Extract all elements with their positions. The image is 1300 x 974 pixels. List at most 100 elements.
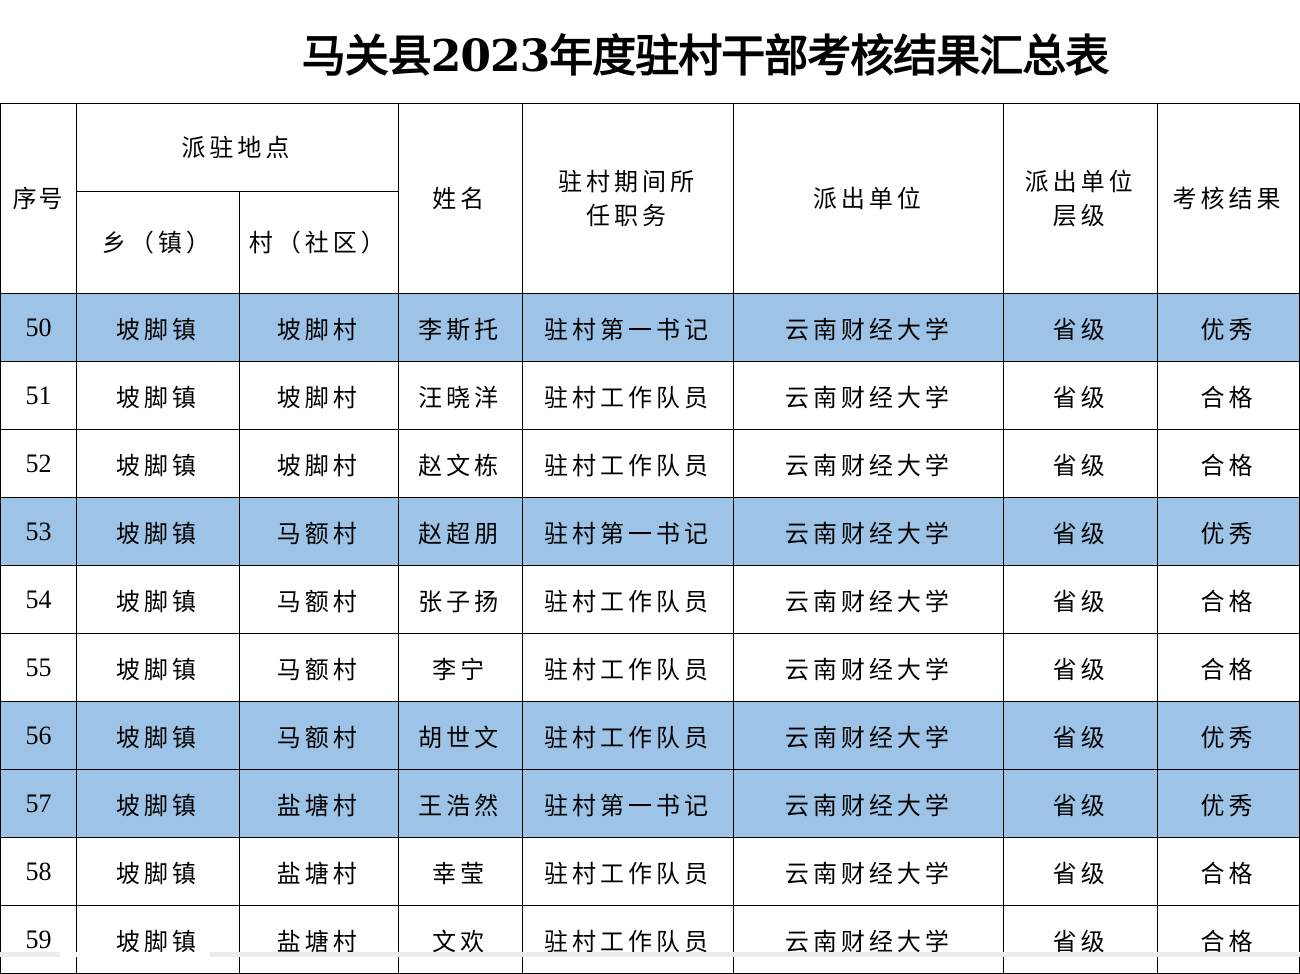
cell-village[interactable]: 盐塘村 xyxy=(238,769,399,838)
cell-result[interactable]: 合格 xyxy=(1157,429,1300,498)
table-row: 57 坡脚镇 盐塘村 王浩然 驻村第一书记 云南财经大学 省级 优秀 xyxy=(0,769,1300,838)
cell-seq[interactable]: 55 xyxy=(0,633,77,702)
cell-town[interactable]: 坡脚镇 xyxy=(75,769,240,838)
cell-town[interactable]: 坡脚镇 xyxy=(75,837,240,906)
cell-position[interactable]: 驻村第一书记 xyxy=(521,293,735,362)
cell-seq[interactable]: 54 xyxy=(0,565,77,634)
cell-village[interactable]: 马额村 xyxy=(238,701,399,770)
cell-town[interactable]: 坡脚镇 xyxy=(75,497,240,566)
cell-seq[interactable]: 50 xyxy=(0,293,77,362)
cell-name[interactable]: 张子扬 xyxy=(397,565,523,634)
cell-result[interactable]: 优秀 xyxy=(1157,701,1300,770)
cell-position[interactable]: 驻村工作队员 xyxy=(521,701,735,770)
cell-village[interactable]: 坡脚村 xyxy=(238,429,399,498)
cell-position[interactable]: 驻村工作队员 xyxy=(521,905,735,974)
table-row: 56 坡脚镇 马额村 胡世文 驻村工作队员 云南财经大学 省级 优秀 xyxy=(0,701,1300,770)
cell-position[interactable]: 驻村工作队员 xyxy=(521,361,735,430)
cell-name[interactable]: 李斯托 xyxy=(397,293,523,362)
cell-unit[interactable]: 云南财经大学 xyxy=(733,905,1005,974)
cell-unit[interactable]: 云南财经大学 xyxy=(733,429,1005,498)
header-result: 考核结果 xyxy=(1157,103,1300,294)
cell-unit[interactable]: 云南财经大学 xyxy=(733,837,1005,906)
cell-name[interactable]: 汪晓洋 xyxy=(397,361,523,430)
cell-level[interactable]: 省级 xyxy=(1003,497,1159,566)
cell-position[interactable]: 驻村第一书记 xyxy=(521,497,735,566)
cell-position[interactable]: 驻村工作队员 xyxy=(521,565,735,634)
sheet-tab-bar xyxy=(0,952,1300,957)
cell-level[interactable]: 省级 xyxy=(1003,429,1159,498)
header-unit: 派出单位 xyxy=(733,103,1005,294)
cell-unit[interactable]: 云南财经大学 xyxy=(733,293,1005,362)
cell-village[interactable]: 盐塘村 xyxy=(238,837,399,906)
cell-name[interactable]: 王浩然 xyxy=(397,769,523,838)
cell-name[interactable]: 赵超朋 xyxy=(397,497,523,566)
cell-result[interactable]: 合格 xyxy=(1157,633,1300,702)
cell-town[interactable]: 坡脚镇 xyxy=(75,429,240,498)
cell-village[interactable]: 坡脚村 xyxy=(238,293,399,362)
cell-unit[interactable]: 云南财经大学 xyxy=(733,497,1005,566)
cell-name[interactable]: 文欢 xyxy=(397,905,523,974)
cell-unit[interactable]: 云南财经大学 xyxy=(733,565,1005,634)
cell-name[interactable]: 幸莹 xyxy=(397,837,523,906)
cell-seq[interactable]: 59 xyxy=(0,905,77,974)
cell-level[interactable]: 省级 xyxy=(1003,565,1159,634)
table-row: 52 坡脚镇 坡脚村 赵文栋 驻村工作队员 云南财经大学 省级 合格 xyxy=(0,429,1300,498)
cell-name[interactable]: 李宁 xyxy=(397,633,523,702)
cell-seq[interactable]: 53 xyxy=(0,497,77,566)
cell-level[interactable]: 省级 xyxy=(1003,293,1159,362)
cell-town[interactable]: 坡脚镇 xyxy=(75,565,240,634)
cell-seq[interactable]: 57 xyxy=(0,769,77,838)
cell-unit[interactable]: 云南财经大学 xyxy=(733,633,1005,702)
cell-level[interactable]: 省级 xyxy=(1003,633,1159,702)
cell-position[interactable]: 驻村工作队员 xyxy=(521,429,735,498)
cell-seq[interactable]: 52 xyxy=(0,429,77,498)
cell-village[interactable]: 马额村 xyxy=(238,565,399,634)
table-row: 58 坡脚镇 盐塘村 幸莹 驻村工作队员 云南财经大学 省级 合格 xyxy=(0,837,1300,906)
cell-level[interactable]: 省级 xyxy=(1003,701,1159,770)
cell-village[interactable]: 坡脚村 xyxy=(238,361,399,430)
table-row: 51 坡脚镇 坡脚村 汪晓洋 驻村工作队员 云南财经大学 省级 合格 xyxy=(0,361,1300,430)
cell-unit[interactable]: 云南财经大学 xyxy=(733,361,1005,430)
sheet-tab[interactable] xyxy=(60,952,210,957)
cell-level[interactable]: 省级 xyxy=(1003,837,1159,906)
cell-town[interactable]: 坡脚镇 xyxy=(75,701,240,770)
table-row: 59 坡脚镇 盐塘村 文欢 驻村工作队员 云南财经大学 省级 合格 xyxy=(0,905,1300,974)
cell-unit[interactable]: 云南财经大学 xyxy=(733,769,1005,838)
table-row: 53 坡脚镇 马额村 赵超朋 驻村第一书记 云南财经大学 省级 优秀 xyxy=(0,497,1300,566)
header-village: 村（社区） xyxy=(238,191,399,294)
cell-town[interactable]: 坡脚镇 xyxy=(75,293,240,362)
header-position: 驻村期间所任职务 xyxy=(521,103,735,294)
cell-unit[interactable]: 云南财经大学 xyxy=(733,701,1005,770)
cell-result[interactable]: 合格 xyxy=(1157,565,1300,634)
cell-town[interactable]: 坡脚镇 xyxy=(75,633,240,702)
table-row: 50 坡脚镇 坡脚村 李斯托 驻村第一书记 云南财经大学 省级 优秀 xyxy=(0,293,1300,362)
header-seq: 序号 xyxy=(0,103,77,294)
cell-village[interactable]: 马额村 xyxy=(238,633,399,702)
cell-town[interactable]: 坡脚镇 xyxy=(75,361,240,430)
cell-result[interactable]: 优秀 xyxy=(1157,769,1300,838)
header-name: 姓名 xyxy=(397,103,523,294)
cell-position[interactable]: 驻村工作队员 xyxy=(521,837,735,906)
cell-level[interactable]: 省级 xyxy=(1003,769,1159,838)
cell-result[interactable]: 优秀 xyxy=(1157,497,1300,566)
cell-result[interactable]: 合格 xyxy=(1157,361,1300,430)
header-location: 派驻地点 xyxy=(75,103,399,192)
cell-result[interactable]: 优秀 xyxy=(1157,293,1300,362)
cell-result[interactable]: 合格 xyxy=(1157,905,1300,974)
cell-village[interactable]: 盐塘村 xyxy=(238,905,399,974)
cell-level[interactable]: 省级 xyxy=(1003,905,1159,974)
cell-name[interactable]: 赵文栋 xyxy=(397,429,523,498)
header-town: 乡（镇） xyxy=(75,191,240,294)
cell-seq[interactable]: 51 xyxy=(0,361,77,430)
document-title: 马关县2023年度驻村干部考核结果汇总表 xyxy=(301,30,1109,82)
cell-seq[interactable]: 56 xyxy=(0,701,77,770)
cell-name[interactable]: 胡世文 xyxy=(397,701,523,770)
cell-position[interactable]: 驻村工作队员 xyxy=(521,633,735,702)
cell-result[interactable]: 合格 xyxy=(1157,837,1300,906)
cell-village[interactable]: 马额村 xyxy=(238,497,399,566)
cell-seq[interactable]: 58 xyxy=(0,837,77,906)
cell-position[interactable]: 驻村第一书记 xyxy=(521,769,735,838)
cell-town[interactable]: 坡脚镇 xyxy=(75,905,240,974)
results-table: 序号 派驻地点 姓名 驻村期间所任职务 派出单位 派出单位层级 考核结果 乡（镇… xyxy=(0,103,1300,974)
cell-level[interactable]: 省级 xyxy=(1003,361,1159,430)
